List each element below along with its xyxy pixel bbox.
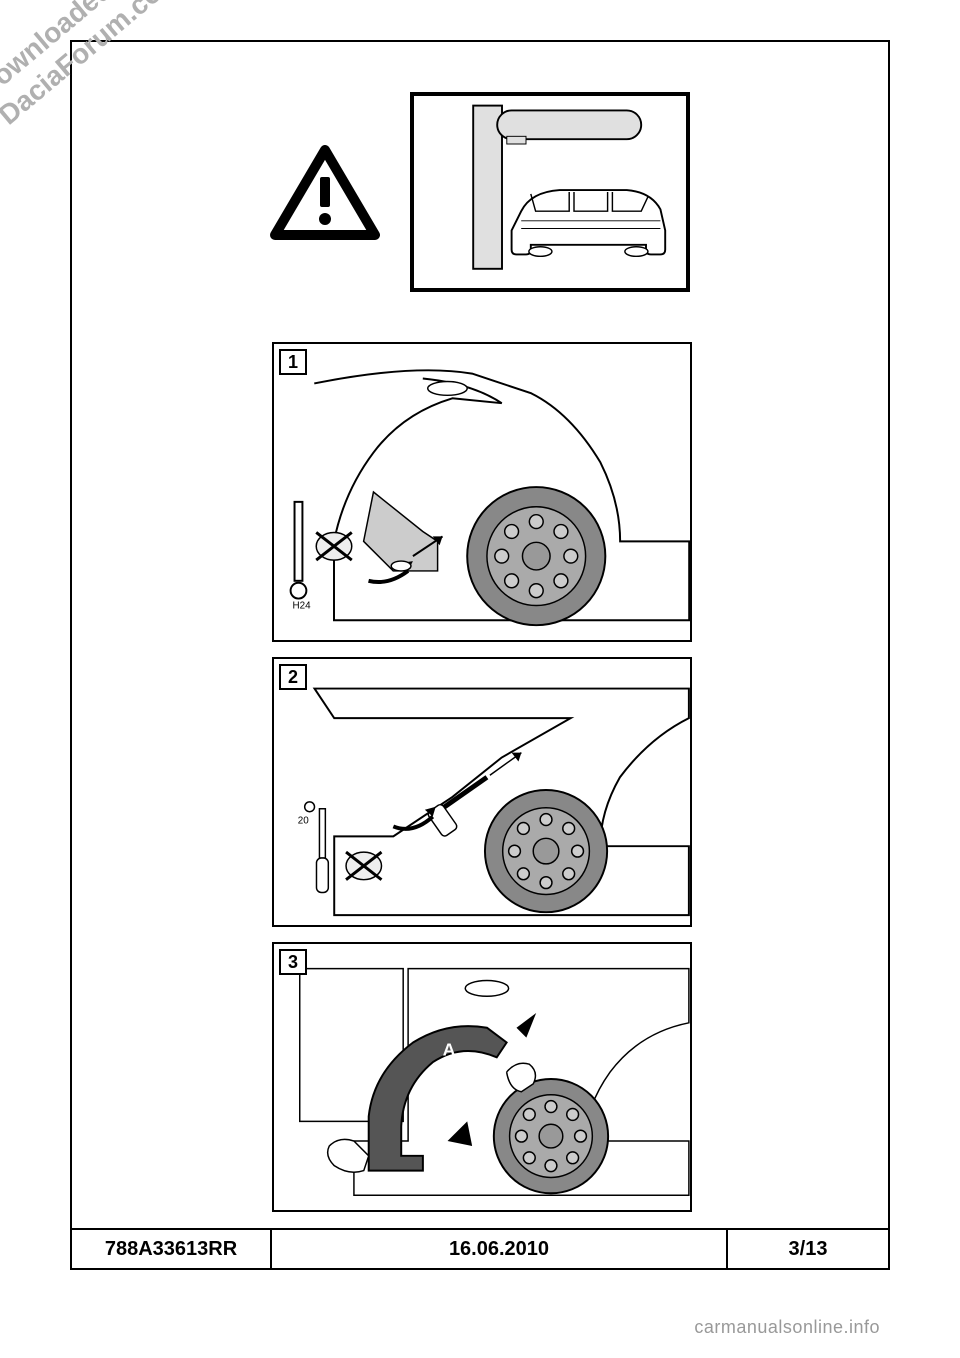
step-label-2: 2 [279,664,307,690]
footer-date: 16.06.2010 [272,1230,728,1268]
tool-label-20: 20 [298,816,309,827]
step3-diagram: A [274,944,690,1210]
step2-diagram: 20 [274,659,690,925]
warning-carwash-diagram [410,92,690,292]
step-panel-1: 1 H24 [272,342,692,642]
step-label-3: 3 [279,949,307,975]
step1-diagram: H24 [274,344,690,640]
site-link: carmanualsonline.info [694,1317,880,1338]
page-frame: 1 H24 [70,40,890,1270]
warning-icon [270,145,380,240]
step-label-1: 1 [279,349,307,375]
warning-row [72,92,888,292]
footer-partnumber: 788A33613RR [72,1230,272,1268]
footer-page: 3/13 [728,1230,888,1268]
part-label-a: A [443,1039,456,1059]
footer-row: 788A33613RR 16.06.2010 3/13 [72,1228,888,1268]
tool-label-h24: H24 [293,600,312,611]
step-panel-3: 3 A [272,942,692,1212]
step-panel-2: 2 20 [272,657,692,927]
